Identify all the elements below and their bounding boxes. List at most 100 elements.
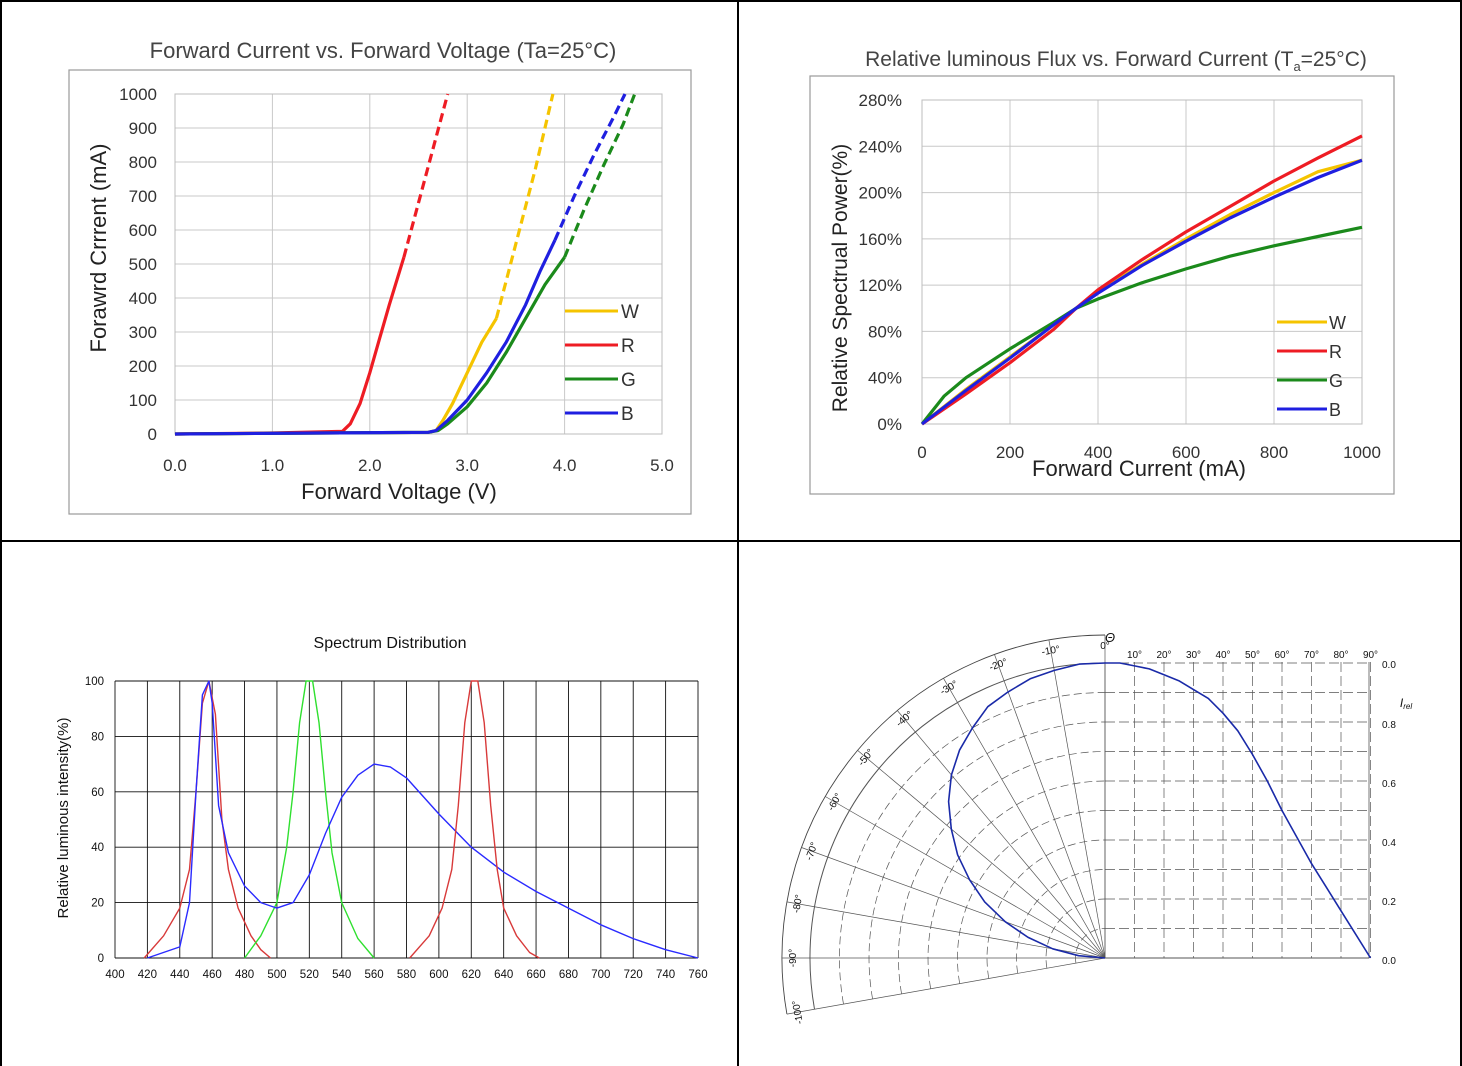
iv-chart-title: Forward Current vs. Forward Voltage (Ta=… <box>150 38 617 63</box>
flux-x-tick-label: 0 <box>917 443 926 462</box>
iv-chart-y-ticks: 0 100 200 300 400 500 600 700 800 900 1000 <box>119 85 157 444</box>
flux-series-line <box>921 158 1363 426</box>
flux-legend-label: G <box>1329 371 1343 391</box>
spectrum-x-tick-label: 540 <box>332 969 351 981</box>
iv-y-tick-label: 100 <box>129 391 157 410</box>
polar-spoke <box>1048 639 1106 959</box>
polar-radial-tick-label: 0.8 <box>1382 720 1396 731</box>
iv-y-tick-label: 200 <box>129 357 157 376</box>
spectrum-y-tick-label: 100 <box>85 676 104 688</box>
polar-angle-label: -10° <box>1041 644 1061 658</box>
polar-angle-label: -100° <box>791 999 806 1025</box>
polar-radial-tick-label: 0.0 <box>1382 660 1396 671</box>
spectrum-x-tick-label: 640 <box>494 969 513 981</box>
iv-chart-x-label: Forward Voltage (V) <box>301 479 497 504</box>
flux-x-tick-label: 600 <box>1172 443 1200 462</box>
polar-angle-label: 80° <box>1333 650 1348 661</box>
iv-x-tick-label: 4.0 <box>553 456 577 475</box>
iv-legend-label: G <box>621 370 636 391</box>
flux-chart-title-tail: =25°C) <box>1301 48 1367 71</box>
iv-y-tick-label: 300 <box>129 323 157 342</box>
outer-border-left <box>0 0 2 1066</box>
spectrum-chart-grid <box>114 680 699 959</box>
flux-chart-title-main: Relative luminous Flux vs. Forward Curre… <box>865 48 1293 71</box>
polar-angle-label: 30° <box>1186 650 1201 661</box>
polar-angle-label: -50° <box>856 747 876 768</box>
flux-x-tick-label: 1000 <box>1343 443 1381 462</box>
iv-legend-label: B <box>621 404 634 425</box>
iv-legend-label: R <box>621 336 635 357</box>
iv-chart-series <box>174 93 637 436</box>
spectrum-x-tick-label: 680 <box>559 969 578 981</box>
spectrum-chart-y-ticks: 0 20 40 60 80 100 <box>85 676 104 965</box>
spectrum-x-tick-label: 400 <box>105 969 124 981</box>
flux-y-tick-label: 0% <box>877 415 902 434</box>
flux-series-line <box>920 225 1363 425</box>
flux-legend-label: R <box>1329 342 1342 362</box>
iv-chart: Forward Current vs. Forward Voltage (Ta=… <box>68 38 692 515</box>
spectrum-x-tick-label: 440 <box>170 969 189 981</box>
spectrum-x-tick-label: 700 <box>591 969 610 981</box>
spectrum-x-tick-label: 560 <box>365 969 384 981</box>
polar-chart: -100° -90° -80° -70° -60° -50° -40° -30° -20° -10… <box>781 630 1412 1025</box>
iv-series-dashed-line <box>563 93 637 258</box>
flux-chart-grid <box>921 99 1363 425</box>
flux-legend-label: B <box>1329 400 1341 420</box>
iv-series-line <box>174 239 557 436</box>
polar-chart-irel-main: I <box>1400 696 1404 710</box>
polar-angle-label: 40° <box>1215 650 1230 661</box>
flux-y-tick-label: 200% <box>859 184 902 203</box>
polar-radial-tick-label: 0.4 <box>1382 838 1396 849</box>
spectrum-chart-y-label: Relative luminous intensity(%) <box>55 718 72 919</box>
polar-spoke <box>943 678 1106 959</box>
iv-y-tick-label: 500 <box>129 255 157 274</box>
spectrum-x-tick-label: 420 <box>138 969 157 981</box>
iv-y-tick-label: 800 <box>129 153 157 172</box>
flux-chart-series <box>920 134 1363 426</box>
iv-y-tick-label: 400 <box>129 289 157 308</box>
flux-y-tick-label: 80% <box>868 322 902 341</box>
polar-angle-label: 60° <box>1274 650 1289 661</box>
center-divider <box>737 0 739 1066</box>
spectrum-x-tick-label: 600 <box>429 969 448 981</box>
iv-chart-y-label: Forawrd Crrrent (mA) <box>86 143 111 352</box>
polar-spoke <box>786 957 1106 1015</box>
spectrum-x-tick-label: 740 <box>656 969 675 981</box>
polar-angle-label: 70° <box>1304 650 1319 661</box>
polar-angle-label: 20° <box>1156 650 1171 661</box>
flux-legend-label: W <box>1329 313 1346 333</box>
spectrum-y-tick-label: 60 <box>91 787 104 799</box>
spectrum-chart-series <box>143 680 699 959</box>
spectrum-x-tick-label: 760 <box>688 969 707 981</box>
polar-outer-arc <box>781 634 1106 1015</box>
spectrum-series-line <box>409 680 540 959</box>
iv-y-tick-label: 700 <box>129 187 157 206</box>
iv-series-dashed-line <box>402 93 450 258</box>
flux-chart-title-sub: a <box>1293 59 1301 74</box>
polar-chart-theta-label: Θ <box>1105 630 1115 645</box>
outer-border-right <box>1460 0 1462 1066</box>
iv-x-tick-label: 1.0 <box>261 456 285 475</box>
outer-border-top <box>0 0 1462 2</box>
flux-x-tick-label: 200 <box>996 443 1024 462</box>
polar-angle-label: 0° <box>1100 641 1110 652</box>
spectrum-x-tick-label: 720 <box>624 969 643 981</box>
polar-angle-label: -60° <box>826 792 845 813</box>
flux-chart-y-ticks: 0% 40% 80% 120% 160% 200% 240% 280% <box>859 91 902 434</box>
flux-y-tick-label: 160% <box>859 230 902 249</box>
spectrum-y-tick-label: 20 <box>91 898 104 910</box>
polar-arc <box>927 780 1106 989</box>
polar-angle-label: 90° <box>1363 650 1378 661</box>
flux-plot-area <box>921 99 1363 425</box>
spectrum-chart-x-ticks: 400 420 440 460 480 500 520 540 560 580 600 620 640 6… <box>105 969 707 981</box>
spectrum-y-tick-label: 80 <box>91 731 104 743</box>
spectrum-x-tick-label: 520 <box>300 969 319 981</box>
iv-y-tick-label: 900 <box>129 119 157 138</box>
polar-angle-label: -70° <box>804 841 821 862</box>
polar-series-line <box>947 662 1372 959</box>
flux-y-tick-label: 40% <box>868 369 902 388</box>
polar-chart-rect-grid <box>1104 662 1371 959</box>
iv-series-dashed-line <box>553 93 627 241</box>
